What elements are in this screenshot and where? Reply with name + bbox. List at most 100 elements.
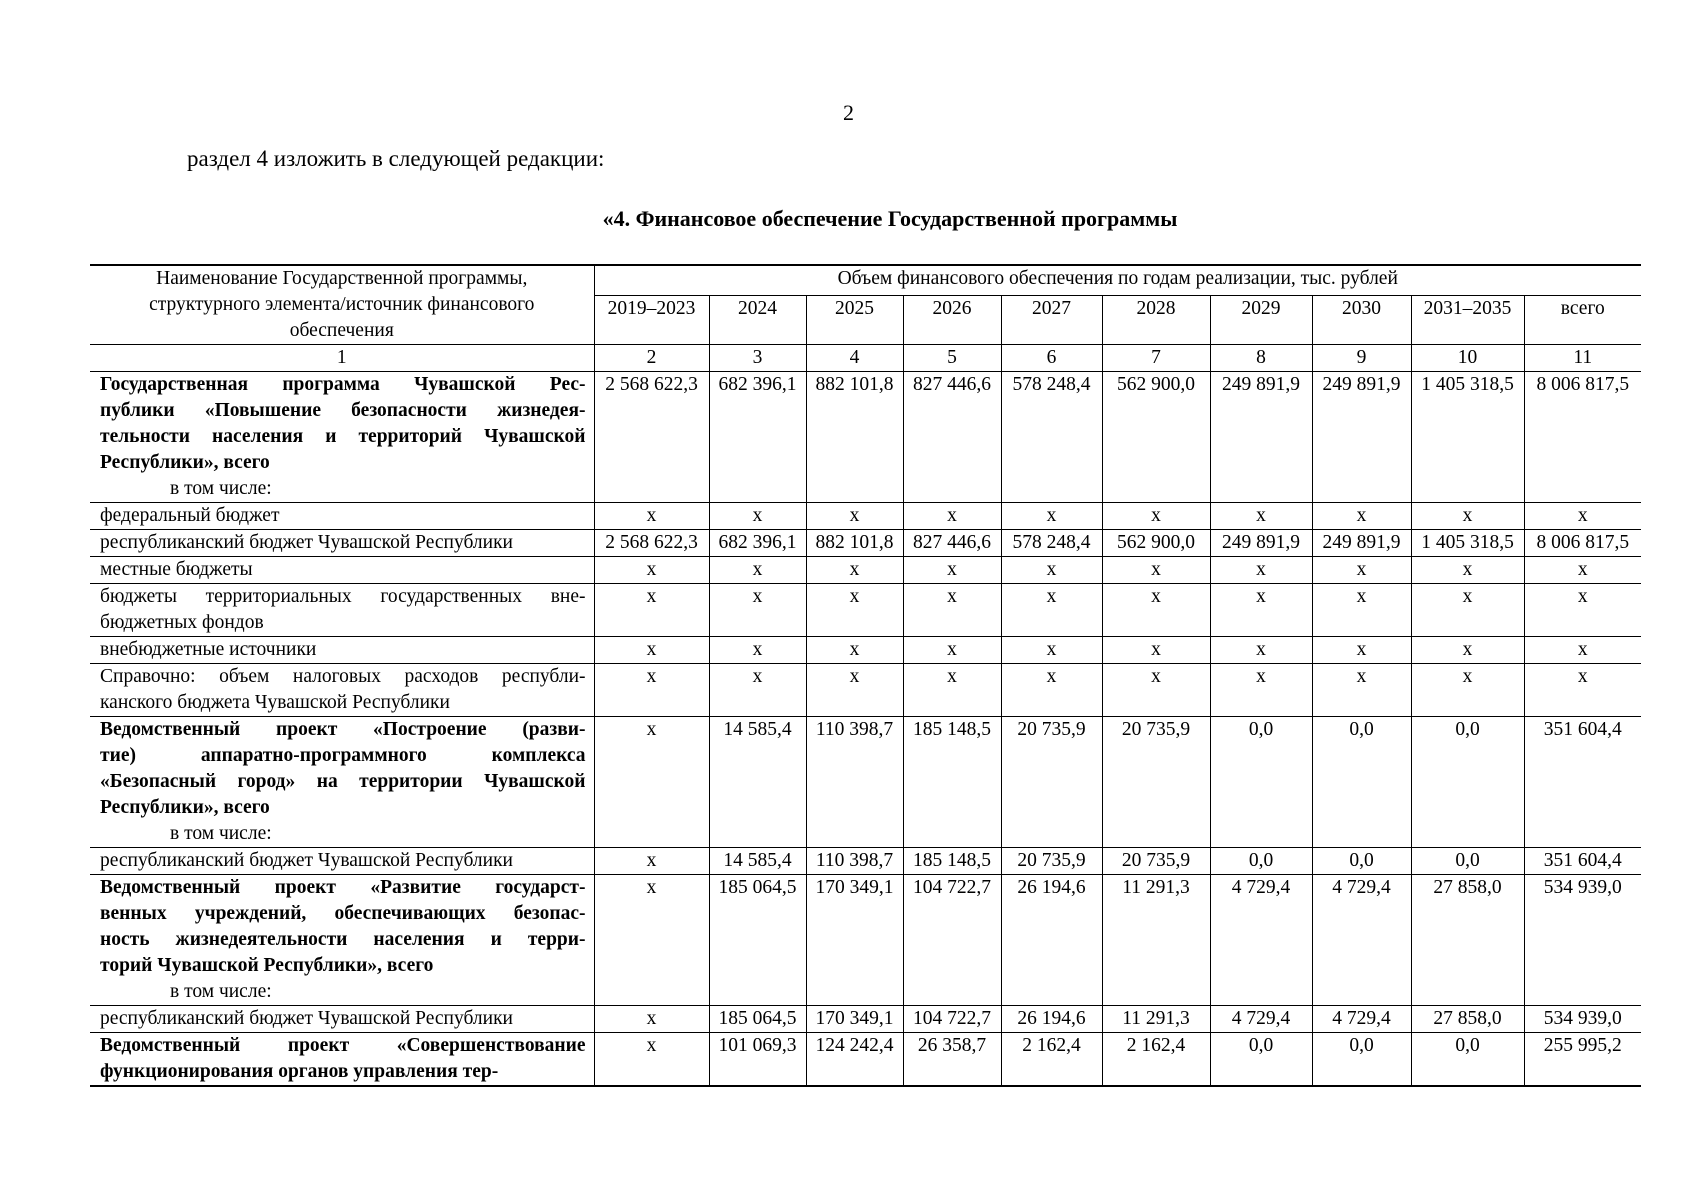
row-name-line: Республики», всего	[100, 797, 270, 818]
value-cell: 0,0	[1410, 1032, 1525, 1087]
row-name-line: «Безопасный город» на территории Чувашск…	[100, 771, 586, 792]
value-cell: 682 396,1	[708, 529, 807, 557]
value-cell: x	[708, 636, 807, 664]
row-name-line: республиканский бюджет Чувашской Республ…	[100, 532, 513, 553]
value-cell: 101 069,3	[708, 1032, 807, 1087]
column-number: 6	[1000, 344, 1103, 372]
value-cell: x	[593, 847, 710, 875]
value-cell: 0,0	[1311, 847, 1412, 875]
column-number: 3	[708, 344, 807, 372]
year-header: 2027	[1000, 295, 1103, 345]
value-cell: 255 995,2	[1523, 1032, 1641, 1087]
financing-group-header: Объем финансового обеспечения по годам р…	[593, 264, 1641, 296]
value-cell: 882 101,8	[805, 529, 904, 557]
row-subtitle: в том числе:	[170, 823, 272, 844]
value-cell: 185 148,5	[902, 716, 1002, 848]
value-cell: 14 585,4	[708, 716, 807, 848]
row-name-line: Республики», всего	[100, 452, 270, 473]
column-number: 4	[805, 344, 904, 372]
table-row: Ведомственный проект «Развитие государст…	[90, 874, 1641, 1006]
row-name-line: торий Чувашской Республики», всего	[100, 955, 434, 976]
row-name-line: тие) аппаратно-программного комплекса	[100, 745, 586, 766]
column-number: 9	[1311, 344, 1412, 372]
row-name-cell: местные бюджеты	[90, 556, 595, 584]
value-cell: x	[708, 502, 807, 530]
section-title: «4. Финансовое обеспечение Государственн…	[602, 206, 1178, 231]
row-name-cell: Ведомственный проект «Построение (разви-…	[90, 716, 595, 848]
row-name-cell: федеральный бюджет	[90, 502, 595, 530]
year-header: 2030	[1311, 295, 1412, 345]
value-cell: 534 939,0	[1523, 874, 1641, 1006]
table-row: федеральный бюджет x x x x x x x x x x	[90, 502, 1641, 530]
value-cell: x	[1000, 663, 1103, 717]
table-row: Государственная программа Чувашской Рес-…	[90, 371, 1641, 503]
year-header: 2029	[1209, 295, 1313, 345]
row-subtitle: в том числе:	[170, 981, 272, 1002]
row-name-cell: Государственная программа Чувашской Рес-…	[90, 371, 595, 503]
year-header: 2031–2035	[1410, 295, 1525, 345]
value-cell: 14 585,4	[708, 847, 807, 875]
row-name-line: Ведомственный проект «Совершенствование	[100, 1035, 586, 1056]
value-cell: 170 349,1	[805, 1005, 904, 1033]
value-cell: 0,0	[1311, 1032, 1412, 1087]
column-number: 7	[1101, 344, 1211, 372]
row-name-cell: республиканский бюджет Чувашской Республ…	[90, 1005, 595, 1033]
row-name-line: публики «Повышение безопасности жизнедея…	[100, 400, 586, 421]
value-cell: 170 349,1	[805, 874, 904, 1006]
value-cell: 562 900,0	[1101, 529, 1211, 557]
value-cell: 185 064,5	[708, 874, 807, 1006]
value-cell: 827 446,6	[902, 371, 1002, 503]
column-number: 2	[593, 344, 710, 372]
value-cell: 827 446,6	[902, 529, 1002, 557]
value-cell: 27 858,0	[1410, 874, 1525, 1006]
value-cell: x	[593, 636, 710, 664]
financing-table: Наименование Государственной программы, …	[90, 264, 1641, 1087]
column-number: 10	[1410, 344, 1525, 372]
year-header: всего	[1523, 295, 1641, 345]
value-cell: x	[593, 1032, 710, 1087]
page-number: 2	[843, 100, 854, 125]
value-cell: x	[805, 663, 904, 717]
value-cell: x	[805, 502, 904, 530]
row-name-line: функционирования органов управления тер-	[100, 1061, 499, 1082]
value-cell: x	[902, 663, 1002, 717]
value-cell: x	[1410, 636, 1525, 664]
row-name-line: федеральный бюджет	[100, 505, 280, 526]
table-row: республиканский бюджет Чувашской Республ…	[90, 847, 1641, 875]
year-header: 2019–2023	[594, 295, 710, 345]
value-cell: 1 405 318,5	[1410, 371, 1525, 503]
value-cell: 0,0	[1311, 716, 1412, 848]
value-cell: x	[1410, 556, 1525, 584]
value-cell: x	[1101, 502, 1211, 530]
table-row: Справочно: объем налоговых расходов респ…	[90, 663, 1641, 717]
row-name-line: внебюджетные источники	[100, 639, 317, 660]
value-cell: 2 568 622,3	[593, 371, 710, 503]
value-cell: 26 194,6	[1000, 874, 1103, 1006]
value-cell: x	[1311, 556, 1412, 584]
row-name-cell: Справочно: объем налоговых расходов респ…	[90, 663, 595, 717]
value-cell: 0,0	[1410, 716, 1525, 848]
value-cell: x	[1523, 556, 1641, 584]
value-cell: 0,0	[1209, 847, 1313, 875]
value-cell: x	[805, 556, 904, 584]
value-cell: x	[1410, 502, 1525, 530]
value-cell: x	[1101, 636, 1211, 664]
value-cell: x	[1000, 583, 1103, 637]
value-cell: 124 242,4	[805, 1032, 904, 1087]
row-name-line: канского бюджета Чувашской Республики	[100, 692, 450, 713]
value-cell: x	[593, 1005, 710, 1033]
value-cell: 20 735,9	[1000, 847, 1103, 875]
value-cell: 682 396,1	[708, 371, 807, 503]
value-cell: 1 405 318,5	[1410, 529, 1525, 557]
value-cell: 185 064,5	[708, 1005, 807, 1033]
value-cell: 4 729,4	[1209, 1005, 1313, 1033]
row-name-line: бюджетных фондов	[100, 612, 264, 633]
value-cell: 4 729,4	[1311, 874, 1412, 1006]
value-cell: x	[1000, 556, 1103, 584]
year-header: 2026	[902, 295, 1002, 345]
value-cell: 8 006 817,5	[1523, 529, 1641, 557]
value-cell: x	[708, 663, 807, 717]
value-cell: 104 722,7	[902, 1005, 1002, 1033]
value-cell: 104 722,7	[902, 874, 1002, 1006]
row-name-cell: Ведомственный проект «Развитие государст…	[90, 874, 595, 1006]
